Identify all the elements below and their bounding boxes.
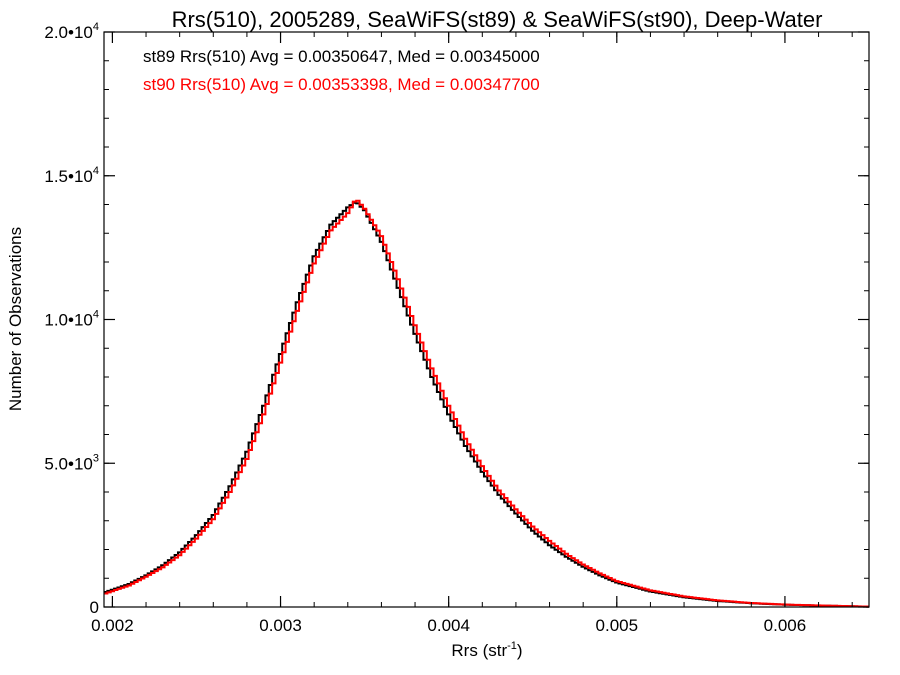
x-tick-label: 0.005: [596, 616, 639, 635]
x-tick-label: 0.003: [259, 616, 302, 635]
stats-annotation: st89 Rrs(510) Avg = 0.00350647, Med = 0.…: [143, 47, 540, 66]
y-tick-label: 5.0•103: [44, 452, 99, 473]
series-line-st90: [104, 199, 869, 608]
axes: 0.002 0.003 0.004 0.005 0.006 0 5.0•103 1.0•104…: [44, 21, 870, 635]
y-axis-label: Number of Observations: [6, 227, 25, 411]
x-axis-label: Rrs (str-1): [451, 640, 522, 660]
plot-frame: [103, 31, 870, 608]
y-tick-label: 1.5•104: [44, 165, 99, 186]
x-tick-label: 0.004: [427, 616, 470, 635]
x-tick-label: 0.002: [91, 616, 134, 635]
series-layer: [104, 199, 869, 608]
annotations: st89 Rrs(510) Avg = 0.00350647, Med = 0.…: [143, 47, 540, 94]
x-tick-label: 0.006: [764, 616, 807, 635]
stats-annotation: st90 Rrs(510) Avg = 0.00353398, Med = 0.…: [143, 75, 540, 94]
y-tick-label: 0: [90, 598, 99, 617]
y-tick-label: 1.0•104: [44, 309, 99, 330]
chart-title: Rrs(510), 2005289, SeaWiFS(st89) & SeaWi…: [172, 7, 823, 32]
y-tick-label: 2.0•104: [44, 21, 99, 42]
series-line-st89: [104, 201, 869, 608]
